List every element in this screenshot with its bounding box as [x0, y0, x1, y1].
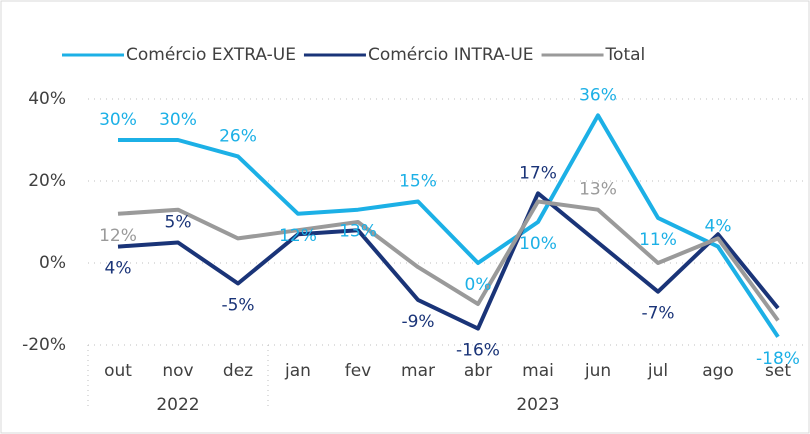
y-tick-label: 40% [28, 89, 66, 109]
legend-label: Comércio INTRA-UE [368, 45, 534, 65]
x-tick-label: fev [345, 361, 372, 381]
series-line [118, 113, 780, 338]
data-label: 13% [339, 222, 377, 242]
x-group-label: 2023 [516, 395, 559, 415]
series-line [117, 191, 780, 331]
y-tick-label: -20% [22, 335, 66, 355]
legend-label: Total [605, 45, 646, 65]
data-label: -5% [221, 296, 254, 316]
data-label: 4% [105, 259, 132, 279]
data-label: -18% [756, 349, 800, 369]
data-label: 15% [399, 172, 437, 192]
x-group-label: 2022 [156, 395, 199, 415]
data-label: 12% [279, 226, 317, 246]
x-tick-label: ago [702, 361, 734, 381]
data-label: 5% [165, 213, 192, 233]
x-tick-label: set [765, 361, 791, 381]
data-label: 36% [579, 85, 617, 105]
x-tick-label: jun [584, 361, 611, 381]
y-tick-label: 0% [39, 253, 66, 273]
data-label: 10% [519, 234, 557, 254]
data-label: 17% [519, 163, 557, 183]
data-label: -7% [641, 304, 674, 324]
x-tick-label: abr [464, 361, 492, 381]
x-tick-label: mar [401, 361, 435, 381]
data-label: 0% [465, 275, 492, 295]
data-label: 30% [99, 110, 137, 130]
x-tick-label: mai [522, 361, 554, 381]
x-tick-label: jul [647, 361, 668, 381]
data-label: -9% [401, 312, 434, 332]
data-label: -16% [456, 341, 500, 361]
legend-label: Comércio EXTRA-UE [126, 45, 296, 65]
data-label: 11% [639, 230, 677, 250]
y-tick-label: 20% [28, 171, 66, 191]
data-label: 26% [219, 126, 257, 146]
data-label: 4% [705, 217, 732, 237]
x-tick-label: out [104, 361, 132, 381]
data-label: 13% [579, 180, 617, 200]
x-tick-label: dez [223, 361, 253, 381]
data-label: 12% [99, 226, 137, 246]
x-tick-label: jan [284, 361, 311, 381]
series-line [117, 199, 780, 322]
x-tick-label: nov [162, 361, 193, 381]
data-label: 30% [159, 110, 197, 130]
